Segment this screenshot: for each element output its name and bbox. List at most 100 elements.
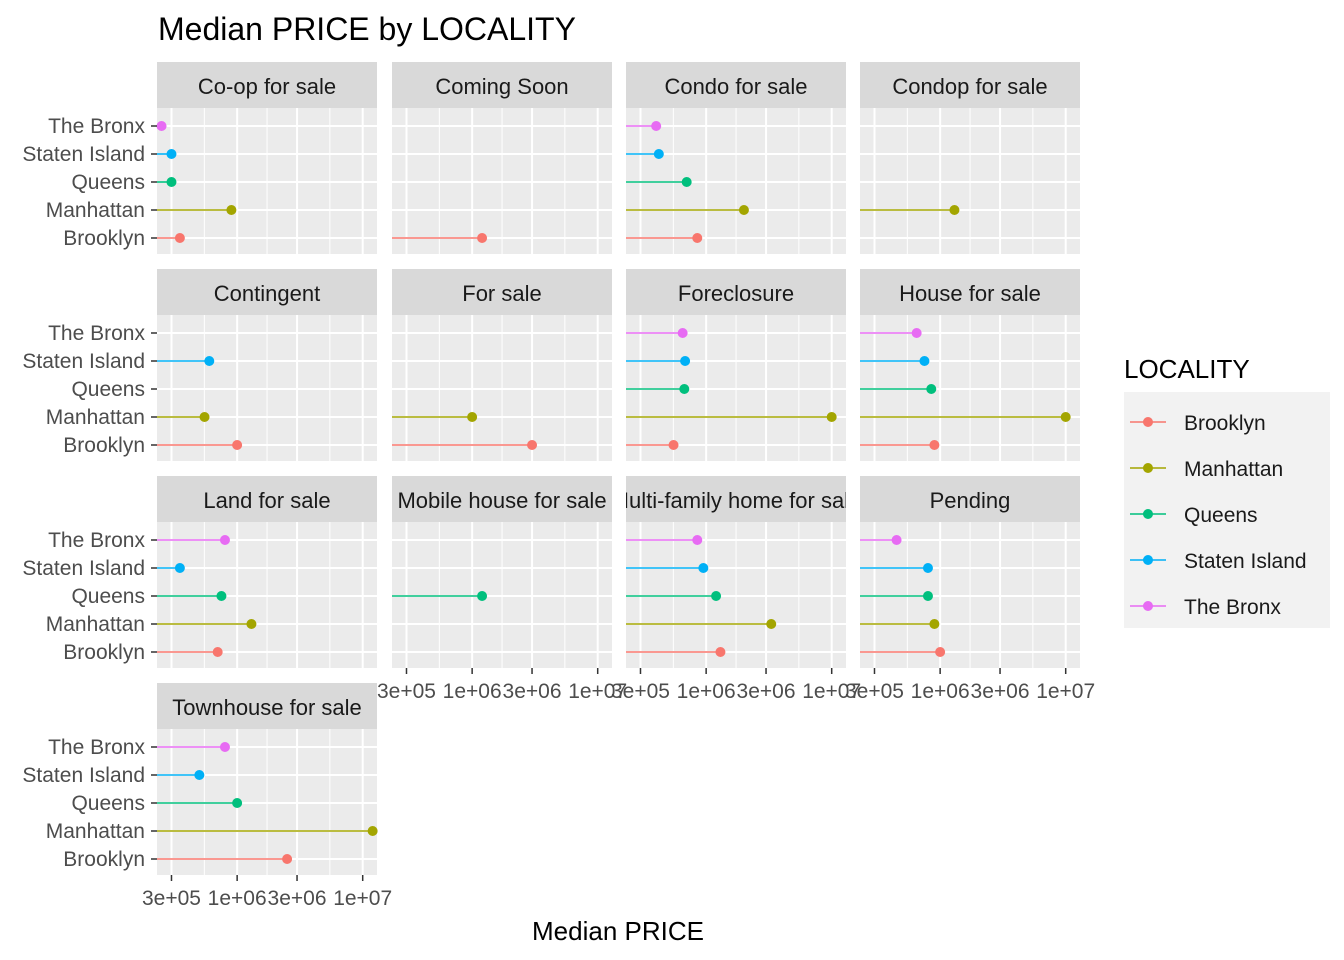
legend-key-point bbox=[1143, 463, 1153, 473]
x-tick-label: 1e+07 bbox=[568, 680, 627, 703]
point-manhattan bbox=[949, 205, 960, 215]
point-queens bbox=[922, 591, 933, 601]
facet-panels: Co-op for sale The Bronx Staten Island Quee… bbox=[22, 62, 1095, 910]
legend-key-point bbox=[1143, 417, 1153, 427]
facet-strip-label: Co-op for sale bbox=[198, 74, 336, 99]
point-brooklyn bbox=[668, 440, 679, 450]
facet-strip bbox=[157, 62, 377, 108]
point-manhattan bbox=[766, 619, 777, 629]
point-brooklyn bbox=[174, 233, 185, 243]
x-axis-title: Median PRICE bbox=[532, 916, 704, 946]
x-tick-label: 1e+07 bbox=[1036, 680, 1095, 703]
facet-strip bbox=[157, 269, 377, 315]
point-brooklyn bbox=[935, 647, 946, 657]
point-staten-island bbox=[166, 149, 177, 159]
point-brooklyn bbox=[282, 854, 293, 864]
x-tick-label: 1e+07 bbox=[333, 887, 392, 910]
facet-strip-label: Contingent bbox=[214, 281, 320, 306]
facet-panel-condo-for-sale: Condo for sale bbox=[626, 62, 846, 254]
point-brooklyn bbox=[527, 440, 538, 450]
facet-panel-townhouse-for-sale: Townhouse for sale The Bronx Staten Island… bbox=[22, 683, 392, 910]
facet-strip-label: Foreclosure bbox=[678, 281, 794, 306]
point-the-bronx bbox=[651, 121, 662, 131]
point-manhattan bbox=[826, 412, 837, 422]
point-manhattan bbox=[199, 412, 210, 422]
point-queens bbox=[711, 591, 722, 601]
facet-strip bbox=[157, 683, 377, 729]
legend-label: Queens bbox=[1184, 504, 1258, 527]
facet-strip-label: Coming Soon bbox=[435, 74, 568, 99]
facet-strip bbox=[860, 62, 1080, 108]
x-tick-label: 3e+05 bbox=[611, 680, 670, 703]
facet-panel-contingent: Contingent The Bronx Staten Island Queens Ma… bbox=[22, 269, 377, 461]
point-queens bbox=[166, 177, 177, 187]
facet-strip-label: Pending bbox=[930, 488, 1011, 513]
point-the-bronx bbox=[692, 535, 703, 545]
y-tick-label: Queens bbox=[71, 171, 145, 194]
point-the-bronx bbox=[677, 328, 688, 338]
point-brooklyn bbox=[212, 647, 223, 657]
x-tick-label: 3e+06 bbox=[503, 680, 562, 703]
legend-entry-staten-island: Staten Island bbox=[1130, 550, 1307, 573]
point-staten-island bbox=[919, 356, 930, 366]
y-tick-label: The Bronx bbox=[48, 322, 145, 345]
x-tick-label: 3e+06 bbox=[268, 887, 327, 910]
legend: LOCALITY Brooklyn Manhattan Queens Staten I… bbox=[1124, 354, 1330, 628]
y-tick-label: The Bronx bbox=[48, 529, 145, 552]
x-tick-label: 1e+06 bbox=[208, 887, 267, 910]
y-tick-label: Staten Island bbox=[22, 764, 145, 787]
point-queens bbox=[926, 384, 937, 394]
y-tick-label: Queens bbox=[71, 585, 145, 608]
x-tick-label: 3e+06 bbox=[737, 680, 796, 703]
legend-key-point bbox=[1143, 555, 1153, 565]
point-staten-island bbox=[174, 563, 185, 573]
y-tick-label: Manhattan bbox=[46, 406, 145, 429]
facet-strip bbox=[626, 62, 846, 108]
point-brooklyn bbox=[477, 233, 488, 243]
y-tick-label: Brooklyn bbox=[63, 227, 145, 250]
legend-entry-manhattan: Manhattan bbox=[1130, 458, 1283, 481]
point-staten-island bbox=[698, 563, 709, 573]
point-manhattan bbox=[1060, 412, 1071, 422]
facet-strip bbox=[860, 476, 1080, 522]
y-tick-label: Manhattan bbox=[46, 613, 145, 636]
legend-entry-brooklyn: Brooklyn bbox=[1130, 412, 1266, 435]
point-manhattan bbox=[226, 205, 237, 215]
facet-strip-label: Condo for sale bbox=[664, 74, 807, 99]
legend-title: LOCALITY bbox=[1124, 354, 1250, 384]
point-the-bronx bbox=[219, 535, 230, 545]
legend-label: Brooklyn bbox=[1184, 412, 1266, 435]
point-queens bbox=[681, 177, 692, 187]
point-the-bronx bbox=[156, 121, 167, 131]
x-tick-label: 3e+06 bbox=[971, 680, 1030, 703]
facet-strip bbox=[860, 269, 1080, 315]
point-staten-island bbox=[194, 770, 205, 780]
y-tick-label: The Bronx bbox=[48, 115, 145, 138]
facet-strip-label: Mobile house for sale bbox=[397, 488, 606, 513]
facet-strip bbox=[392, 62, 612, 108]
point-queens bbox=[477, 591, 488, 601]
point-brooklyn bbox=[232, 440, 243, 450]
facet-strip bbox=[157, 476, 377, 522]
x-tick-label: 1e+07 bbox=[802, 680, 861, 703]
x-tick-label: 3e+05 bbox=[377, 680, 436, 703]
legend-key-point bbox=[1143, 509, 1153, 519]
legend-label: Staten Island bbox=[1184, 550, 1307, 573]
point-manhattan bbox=[467, 412, 478, 422]
x-tick-label: 3e+05 bbox=[142, 887, 201, 910]
legend-key-point bbox=[1143, 601, 1153, 611]
facet-strip bbox=[392, 476, 612, 522]
point-manhattan bbox=[929, 619, 940, 629]
facet-strip bbox=[626, 269, 846, 315]
facet-strip-label: House for sale bbox=[899, 281, 1041, 306]
point-manhattan bbox=[367, 826, 378, 836]
y-tick-label: Manhattan bbox=[46, 199, 145, 222]
facet-panel-co-op-for-sale: Co-op for sale The Bronx Staten Island Quee… bbox=[22, 62, 377, 254]
point-staten-island bbox=[653, 149, 664, 159]
point-queens bbox=[232, 798, 243, 808]
facet-panel-pending: Pending 3e+05 1e+06 3e+06 1e+07 bbox=[845, 476, 1095, 703]
y-tick-label: Brooklyn bbox=[63, 434, 145, 457]
y-tick-label: Brooklyn bbox=[63, 641, 145, 664]
legend-entry-the-bronx: The Bronx bbox=[1130, 596, 1281, 619]
